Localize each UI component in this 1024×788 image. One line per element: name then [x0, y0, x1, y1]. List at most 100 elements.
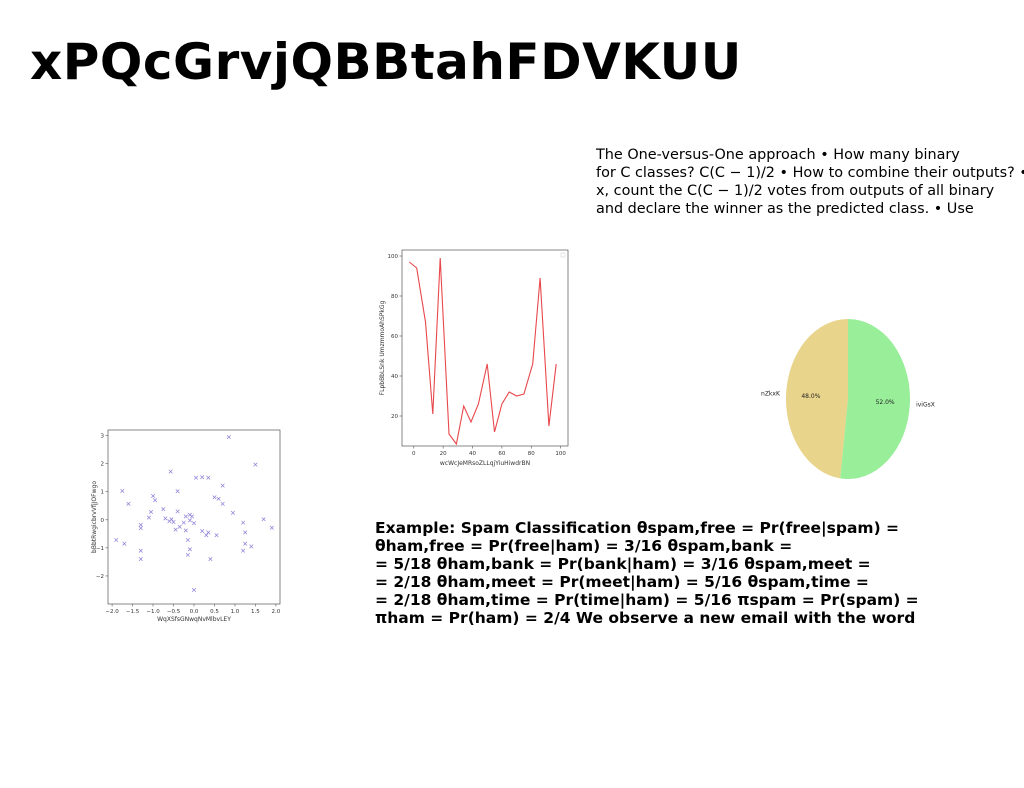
- scatter-point: [261, 517, 266, 522]
- scatter-point: [163, 516, 168, 521]
- x-tick-label: 20: [440, 451, 447, 457]
- scatter-point: [269, 525, 274, 530]
- scatter-point-stroke: [120, 488, 125, 493]
- scatter-point: [200, 528, 205, 534]
- x-axis-label: wcWcJeMRsoZLLqjYiuHiwdrBN: [440, 460, 530, 467]
- scatter-point: [138, 548, 143, 553]
- scatter-point-stroke: [138, 557, 143, 562]
- x-tick-label: 60: [498, 451, 505, 457]
- scatter-point-stroke: [212, 495, 217, 500]
- scatter-point-stroke: [126, 501, 131, 506]
- scatter-point-stroke: [175, 509, 180, 514]
- scatter-point-stroke: [269, 525, 274, 530]
- plot-frame: [107, 429, 281, 605]
- scatter-point-stroke: [168, 469, 173, 474]
- scatter-point-stroke: [200, 528, 205, 534]
- text-line: and declare the winner as the predicted …: [596, 201, 974, 217]
- scatter-point-stroke: [163, 516, 168, 521]
- scatter-point: [243, 541, 248, 546]
- scatter-point: [212, 495, 217, 500]
- scatter-point: [138, 557, 143, 562]
- pie-category-label: nZkxK: [761, 391, 781, 398]
- scatter-point: [220, 483, 225, 488]
- x-tick-label: 100: [555, 451, 566, 457]
- y-tick-label: 40: [391, 374, 398, 380]
- scatter-point: [151, 493, 156, 498]
- slide-title: xPQcGrvjQBBtahFDVKUU: [30, 33, 742, 91]
- scatter-point: [206, 475, 211, 480]
- scatter-point-stroke: [175, 489, 180, 494]
- x-tick-label: −1.5: [126, 609, 140, 615]
- scatter-point-stroke: [220, 501, 225, 506]
- scatter-point-stroke: [183, 528, 188, 533]
- x-tick-label: 0.0: [190, 609, 199, 615]
- pie-slice: [840, 319, 910, 479]
- scatter-point-stroke: [249, 544, 254, 549]
- scatter-point: [226, 434, 231, 440]
- scatter-point-stroke: [146, 515, 151, 520]
- example-line: πham = Pr(ham) = 2/4 We observe a new em…: [375, 609, 916, 627]
- line-chart: 0 20 40 60 80 100 20 40 60 80 100 wcWcJeMRsoZLLqjYi…: [379, 249, 569, 467]
- scatter-point: [175, 489, 180, 494]
- scatter-point: [181, 520, 186, 525]
- scatter-point-stroke: [204, 533, 209, 538]
- scatter-point: [216, 496, 221, 501]
- scatter-point: [189, 514, 194, 519]
- y-tick-label: 0: [101, 518, 105, 524]
- scatter-point: [241, 548, 246, 553]
- scatter-point: [187, 547, 192, 552]
- scatter-point: [148, 509, 154, 514]
- scatter-point-stroke: [206, 475, 211, 480]
- example-line: θham,free = Pr(free|ham) = 3/16 θspam,ba…: [375, 537, 793, 555]
- scatter-point-stroke: [181, 520, 186, 525]
- x-tick-label: −1.0: [146, 609, 160, 615]
- example-block: Example: Spam Classification θspam,free …: [375, 519, 995, 627]
- scatter-point-stroke: [230, 510, 235, 515]
- y-tick-label: −2: [96, 574, 104, 580]
- text-line: The One-versus-One approach • How many b…: [596, 147, 960, 163]
- scatter-point: [168, 469, 173, 474]
- scatter-point-stroke: [122, 541, 127, 546]
- scatter-point-stroke: [189, 514, 194, 519]
- y-axis-label: FLpbBbLSnk UmzmmoAhSPkGg: [379, 300, 386, 395]
- text-line: for C classes? C(C − 1)/2 • How to combi…: [596, 165, 1024, 181]
- scatter-point-stroke: [253, 462, 258, 467]
- x-tick-label: −0.5: [167, 609, 181, 615]
- example-line: = 2/18 θham,meet = Pr(meet|ham) = 5/16 θ…: [375, 573, 869, 591]
- scatter-point: [230, 510, 235, 515]
- x-tick-label: 0.5: [210, 609, 219, 615]
- y-tick-label: 80: [391, 294, 398, 300]
- scatter-point-stroke: [187, 518, 192, 523]
- scatter-point-stroke: [177, 524, 182, 529]
- x-tick-label: 40: [469, 451, 476, 457]
- scatter-point-stroke: [171, 520, 176, 525]
- example-line: Example: Spam Classification θspam,free …: [375, 519, 900, 537]
- scatter-point-stroke: [153, 498, 158, 503]
- scatter-point-stroke: [194, 475, 199, 480]
- scatter-point: [175, 509, 180, 514]
- scatter-point: [206, 530, 211, 535]
- y-tick-label: 1: [101, 490, 105, 496]
- scatter-point-stroke: [183, 514, 188, 519]
- y-tick-label: 100: [388, 254, 399, 260]
- scatter-point: [171, 520, 176, 525]
- scatter-point-stroke: [138, 522, 143, 527]
- scatter-point: [208, 557, 213, 562]
- scatter-point-stroke: [151, 493, 156, 498]
- scatter-point-stroke: [191, 521, 197, 526]
- scatter-point-stroke: [241, 548, 246, 553]
- y-axis-label: bBbtRwgicbrvVfjJOFwgo: [91, 481, 98, 553]
- pie-percent-label: 48.0%: [801, 393, 820, 400]
- scatter-point-stroke: [200, 475, 205, 480]
- scatter-point-stroke: [206, 530, 211, 535]
- pie-percent-label: 52.0%: [876, 399, 895, 406]
- y-tick-label: 3: [101, 434, 105, 440]
- scatter-point: [243, 530, 248, 535]
- scatter-point-stroke: [161, 507, 166, 512]
- scatter-point: [114, 537, 119, 543]
- pie-category-label: iviGsX: [916, 402, 935, 409]
- scatter-point-stroke: [243, 541, 248, 546]
- scatter-point-stroke: [208, 557, 213, 562]
- scatter-point: [173, 527, 178, 532]
- scatter-point: [214, 533, 219, 538]
